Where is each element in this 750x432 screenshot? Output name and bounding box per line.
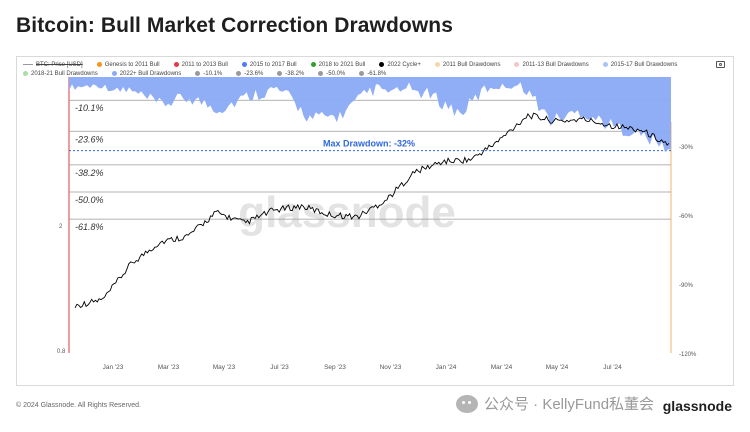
x-axis-tick: Jan '23 [103,364,124,371]
legend-label: 2011 Bull Drawdowns [442,62,501,68]
right-axis-tick: -60% [679,214,694,220]
x-axis-tick: Jul '23 [270,364,289,371]
x-axis-tick: Jan '24 [436,364,457,371]
legend-item[interactable]: 2015-17 Bull Drawdowns [602,61,678,70]
fib-level-label: -10.1% [75,103,104,113]
legend-swatch [173,61,179,67]
legend-swatch [111,70,117,76]
legend-label: -50.0% [326,71,346,77]
legend-item[interactable]: 2011-13 Bull Drawdowns [514,61,589,70]
left-axis-tick: 0.8 [57,349,66,355]
wechat-icon [456,394,478,413]
max-drawdown-label: Max Drawdown: -32% [323,139,415,149]
right-axis-tick: -90% [679,283,694,289]
camera-icon[interactable] [716,61,725,68]
wechat-text: 公众号 · KellyFund私董会 [484,396,655,413]
legend-label: 2011-13 Bull Drawdowns [522,62,589,68]
fib-level-label: -61.8% [75,222,104,232]
legend-item[interactable]: -50.0% [318,70,345,79]
brand-logo: glassnode [662,398,732,414]
chart-svg: glassnode -10.1% -23.6% -38.2% -50.0% -61.8%… [57,77,697,371]
wechat-watermark: 公众号 · KellyFund私董会 [456,393,654,414]
legend-item[interactable]: 2018 to 2021 Bull [310,61,366,70]
x-axis-tick: Sep '23 [324,364,346,371]
legend-swatch [236,70,242,76]
legend-item[interactable]: -23.6% [236,70,263,79]
legend-swatch [241,61,247,67]
price-line [74,112,670,309]
legend-label: Genesis to 2011 Bull [104,62,160,68]
copyright: © 2024 Glassnode. All Rights Reserved. [16,402,142,409]
chart-title: Bitcoin: Bull Market Correction Drawdown… [16,14,453,37]
legend-label: -38.2% [285,71,305,77]
drawdown-area [69,77,671,153]
watermark: glassnode [238,188,456,237]
x-axis-tick: May '24 [546,364,569,371]
legend-item[interactable]: -38.2% [277,70,304,79]
x-axis-tick: May '23 [213,364,236,371]
fib-level-label: -50.0% [75,195,104,205]
legend-item[interactable]: BTC: Price [USD] [23,61,83,70]
legend-item[interactable]: 2022+ Bull Drawdowns [111,70,182,79]
x-axis-tick: Mar '23 [158,364,180,371]
chart-panel: BTC: Price [USD] Genesis to 2011 Bull 2011… [16,56,734,386]
legend-swatch [514,61,520,67]
legend-label: BTC: Price [USD] [36,62,83,68]
legend-label: 2011 to 2013 Bull [181,62,228,68]
legend-label: 2018-21 Bull Drawdowns [31,71,98,77]
legend-swatch [602,61,608,67]
legend-item[interactable]: Genesis to 2011 Bull [96,61,160,70]
legend: BTC: Price [USD] Genesis to 2011 Bull 2011… [23,61,713,79]
x-axis-tick: Mar '24 [491,364,513,371]
legend-item[interactable]: 2011 to 2013 Bull [173,61,228,70]
legend-label: 2015 to 2017 Bull [249,62,297,68]
legend-item[interactable]: 2015 to 2017 Bull [241,61,297,70]
legend-swatch [434,61,440,67]
legend-label: -23.6% [244,71,264,77]
x-axis-tick: Nov '23 [380,364,402,371]
legend-swatch [23,63,33,65]
legend-swatch [96,61,102,67]
legend-label: -61.8% [367,71,387,77]
legend-item[interactable]: -10.1% [195,70,222,79]
legend-item[interactable]: 2018-21 Bull Drawdowns [23,70,98,79]
legend-swatch [195,70,201,76]
legend-label: 2022+ Bull Drawdowns [119,71,182,77]
legend-swatch [277,70,283,76]
legend-swatch [310,61,316,67]
fib-level-label: -38.2% [75,168,104,178]
legend-label: 2018 to 2021 Bull [318,62,366,68]
legend-swatch [359,70,365,76]
left-axis-tick: 2 [59,224,63,230]
legend-swatch [379,61,385,67]
legend-swatch [23,70,28,76]
legend-label: 2022 Cycle+ [387,62,421,68]
legend-item[interactable]: 2011 Bull Drawdowns [434,61,501,70]
legend-item[interactable]: 2022 Cycle+ [379,61,421,70]
legend-item[interactable]: -61.8% [359,70,386,79]
legend-swatch [318,70,324,76]
right-axis-tick: -120% [679,352,697,358]
x-axis-tick: Jul '24 [603,364,622,371]
legend-label: -10.1% [203,71,223,77]
right-axis-tick: -30% [679,145,694,151]
fib-level-label: -23.6% [75,134,104,144]
legend-label: 2015-17 Bull Drawdowns [610,62,678,68]
